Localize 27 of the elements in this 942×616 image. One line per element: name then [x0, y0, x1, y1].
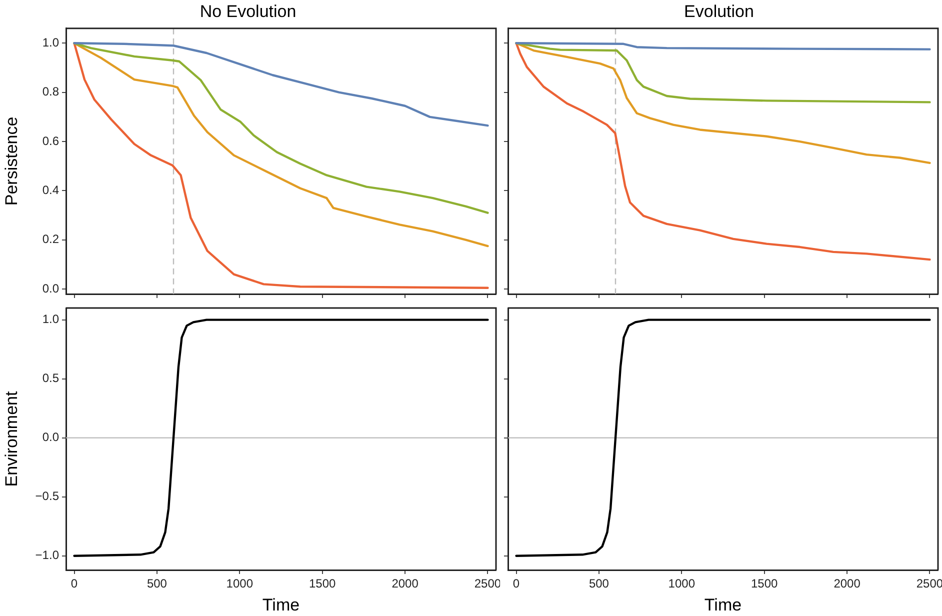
y-tick-label: 0.0	[42, 430, 60, 444]
x-tick-label: 2000	[392, 576, 419, 591]
chart-title: Evolution	[684, 2, 754, 21]
y-tick-label: 0.8	[42, 84, 60, 99]
y-tick-label: 1.0	[42, 35, 60, 50]
chart-title: No Evolution	[200, 2, 296, 21]
x-tick-label: 500	[588, 576, 610, 591]
x-axis-title: Time	[262, 595, 300, 614]
y-tick-label: −1.0	[35, 548, 60, 562]
x-tick-label: 1000	[226, 576, 254, 591]
x-tick-label: 1000	[668, 576, 696, 591]
x-tick-label: 0	[512, 576, 520, 591]
x-tick-label: 500	[146, 576, 168, 591]
y-tick-label: 1.0	[42, 312, 60, 326]
y-axis-title: Persistence	[2, 116, 21, 206]
x-tick-label: 1500	[308, 576, 336, 591]
y-tick-label: 0.4	[42, 183, 60, 198]
y-tick-label: 0.2	[42, 232, 60, 246]
y-axis-title: Environment	[2, 391, 21, 487]
x-tick-label: 1500	[750, 576, 778, 591]
x-tick-label: 0	[70, 576, 78, 591]
x-axis-title: Time	[704, 595, 742, 614]
y-tick-label: −0.5	[35, 489, 60, 504]
y-tick-label: 0.0	[42, 281, 60, 296]
x-tick-label: 2000	[834, 576, 861, 591]
y-tick-label: 0.5	[42, 371, 60, 386]
y-tick-label: 0.6	[42, 134, 60, 148]
